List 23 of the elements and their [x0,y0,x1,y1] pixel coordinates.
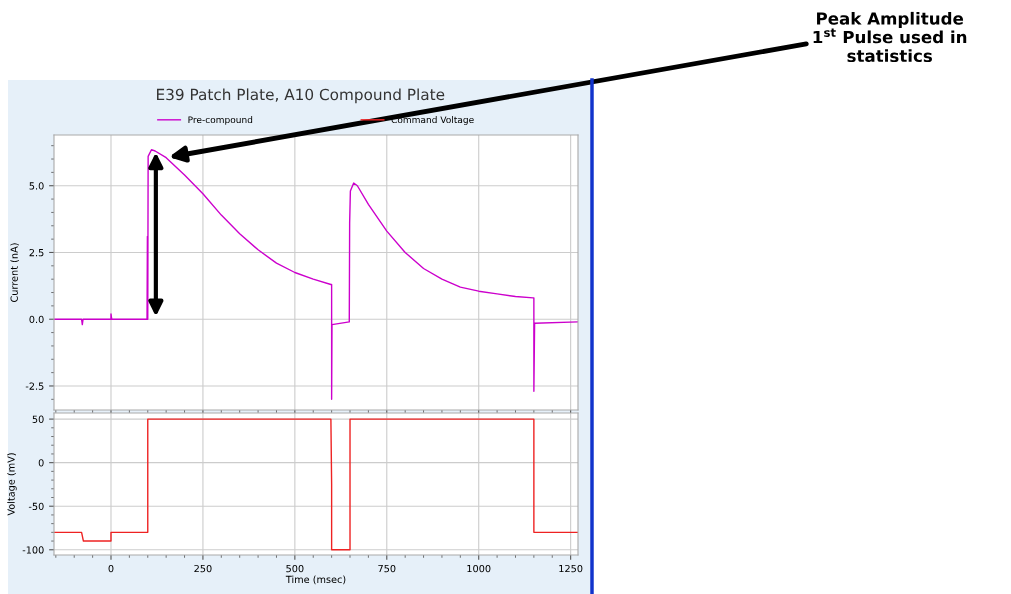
x-axis-title: Time (msec) [285,575,346,585]
y-tick-label: 50 [32,415,44,423]
y-tick-label: -50 [28,502,44,511]
x-tick-label: 1250 [559,564,583,573]
y-tick-label: 5.0 [29,182,44,190]
annotation: Peak Amplitude 1$^{st}$ Pulse used in statistics [813,11,967,63]
x-tick-label: 500 [286,564,304,573]
y-tick-label: 0.0 [29,315,44,324]
chart-title: E39 Patch Plate, A10 Compound Plate [157,88,445,104]
x-tick-label: 250 [194,564,212,573]
legend-label: Pre-compound [188,116,253,125]
line-series [54,148,578,401]
y-tick-label: -2.5 [25,382,44,390]
x-tick-label: 0 [108,564,114,573]
y-axis-title: Current (nA) [10,243,20,302]
line-series [54,418,578,551]
y-tick-label: -100 [22,546,44,554]
x-tick-label: 1000 [467,564,491,573]
x-tick-label: 750 [378,564,396,573]
y-tick-label: 0 [38,459,44,467]
y-axis-title: Voltage (mV) [7,453,17,516]
legend-label: Command Voltage [391,116,474,125]
y-tick-label: 2.5 [29,248,44,257]
